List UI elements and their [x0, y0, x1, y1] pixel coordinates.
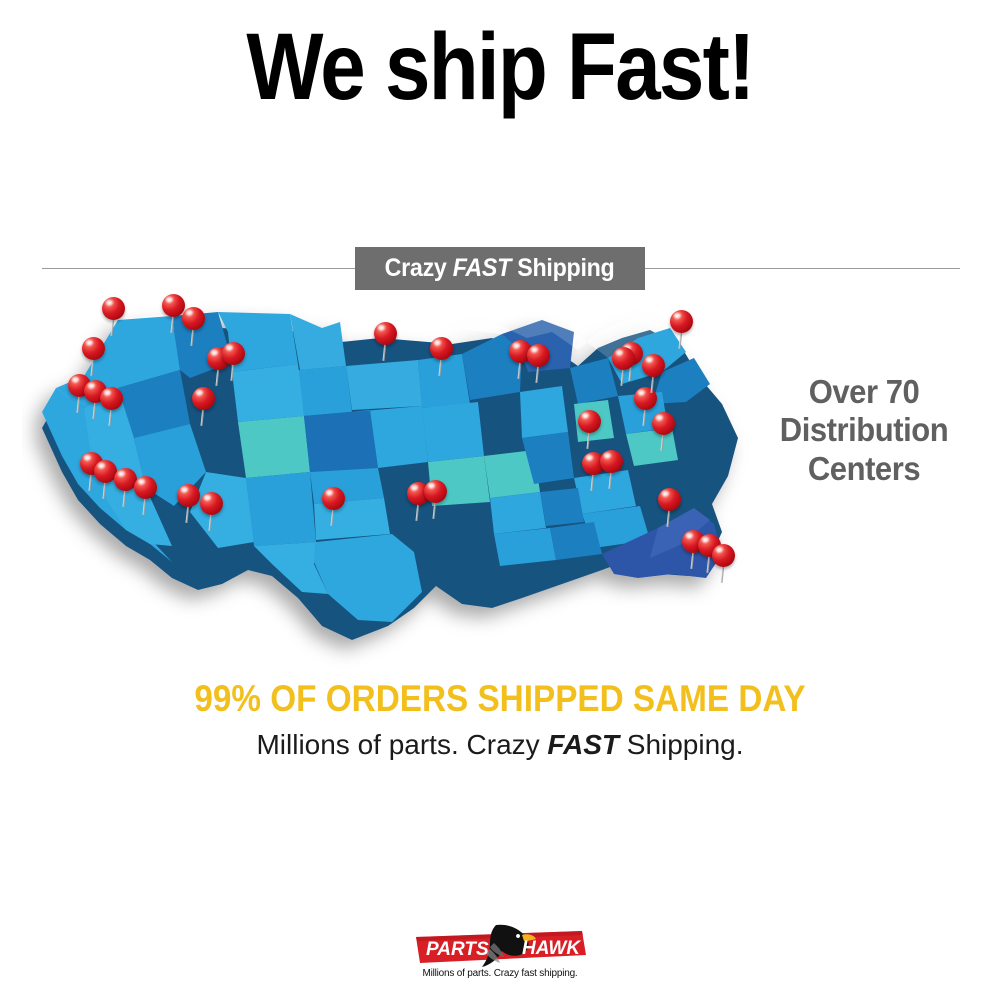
tagline-suffix: Shipping. [618, 729, 744, 760]
map-pin-head [200, 492, 223, 515]
map-pin-head [642, 354, 665, 377]
map-pin-icon [670, 310, 694, 350]
map-pin-head [114, 468, 137, 491]
map-bevel [118, 312, 682, 358]
map-pin-icon [527, 344, 551, 384]
logo-graphic: PARTS HAWK [416, 924, 586, 967]
map-pin-icon [222, 342, 246, 382]
map-pin-icon [652, 412, 676, 452]
same-day-shipping-banner: 99% OF ORDERS SHIPPED SAME DAY [194, 678, 806, 719]
map-pin-head [182, 307, 205, 330]
map-pin-icon [430, 337, 454, 377]
page-title: We ship Fast! [246, 14, 755, 120]
map-pin-icon [600, 450, 624, 490]
hawk-icon [482, 924, 536, 967]
map-pin-head [712, 544, 735, 567]
tagline: Millions of parts. Crazy FAST Shipping. [0, 729, 1000, 761]
map-pin-head [100, 387, 123, 410]
map-pin-icon [134, 476, 158, 516]
map-pin-head [582, 452, 605, 475]
map-body [42, 312, 738, 640]
callout-line-3: Centers [807, 449, 921, 487]
map-pin-icon [374, 322, 398, 362]
map-pin-icon [114, 468, 138, 508]
map-pin-head [658, 488, 681, 511]
map-pin-icon [177, 484, 201, 524]
map-pin-icon [100, 387, 124, 427]
tagline-prefix: Millions of parts. Crazy [256, 729, 548, 760]
us-distribution-map [22, 292, 762, 672]
map-pin-icon [182, 307, 206, 347]
logo-word-left: PARTS [426, 939, 489, 960]
ribbon-label: Crazy FAST Shipping [385, 254, 615, 283]
distribution-centers-callout: Over 70 Distribution Centers [755, 373, 973, 488]
map-states [42, 312, 722, 622]
callout-line-2: Distribution [779, 411, 949, 449]
logo-word-right: HAWK [522, 938, 581, 959]
map-pin-icon [82, 337, 106, 377]
map-pin-head [222, 342, 245, 365]
map-pin-head [162, 294, 185, 317]
map-pin-icon [192, 387, 216, 427]
map-pin-icon [642, 354, 666, 394]
logo-tagline: Millions of parts. Crazy fast shipping. [422, 968, 578, 979]
map-pin-head [102, 297, 125, 320]
map-pin-icon [162, 294, 186, 334]
map-pin-icon [612, 347, 636, 387]
map-pin-icon [200, 492, 224, 532]
map-pin-icon [424, 480, 448, 520]
map-pin-head [612, 347, 635, 370]
crazy-fast-shipping-ribbon: Crazy FAST Shipping [355, 247, 645, 290]
map-pin-icon [658, 488, 682, 528]
map-pin-head [430, 337, 453, 360]
ribbon-suffix: Shipping [511, 254, 615, 282]
map-pin-head [424, 480, 447, 503]
map-pin-head [192, 387, 215, 410]
map-pin-icon [582, 452, 606, 492]
partshawk-logo: PARTS HAWK Millions of parts. Crazy fast… [410, 921, 590, 987]
map-pin-head [600, 450, 623, 473]
map-pin-head [670, 310, 693, 333]
us-map-graphic [42, 312, 738, 640]
map-pin-icon [578, 410, 602, 450]
map-pin-head [578, 410, 601, 433]
tagline-emphasis: FAST [547, 729, 619, 760]
map-pin-icon [102, 297, 126, 337]
map-pin-head [652, 412, 675, 435]
map-pin-head [527, 344, 550, 367]
map-pin-head [374, 322, 397, 345]
map-pin-icon [94, 460, 118, 500]
map-pin-icon [712, 544, 736, 584]
map-pin-head [177, 484, 200, 507]
map-pin-icon [322, 487, 346, 527]
map-pin-head [82, 337, 105, 360]
callout-line-1: Over 70 [808, 373, 920, 410]
ribbon-prefix: Crazy [385, 254, 454, 282]
map-pin-head [94, 460, 117, 483]
map-pin-head [134, 476, 157, 499]
ribbon-emphasis: FAST [453, 254, 512, 282]
map-pin-head [322, 487, 345, 510]
